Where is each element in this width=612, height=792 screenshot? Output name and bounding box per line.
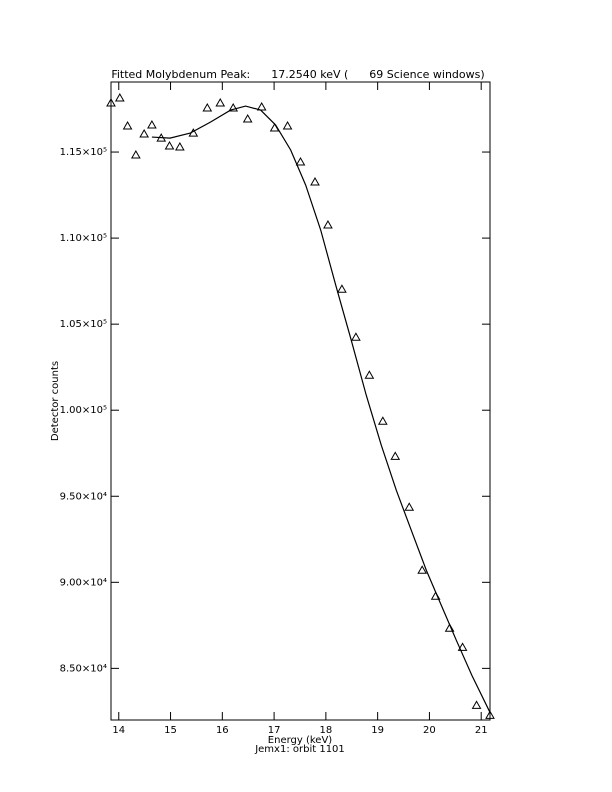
data-point	[351, 332, 361, 341]
y-tick-label: 9.50×10⁴	[60, 491, 107, 502]
data-point	[164, 141, 175, 150]
x-tick-label: 14	[112, 725, 125, 736]
data-point	[310, 176, 320, 186]
data-point	[364, 370, 375, 379]
data-point	[457, 642, 468, 651]
data-point	[485, 710, 495, 719]
data-point	[256, 101, 267, 111]
x-tick-label: 17	[268, 725, 281, 736]
data-point	[139, 128, 149, 138]
x-tick-label: 20	[423, 725, 436, 736]
data-point	[228, 102, 239, 112]
subtitle: Jemx1: orbit 1101	[254, 744, 345, 755]
data-point	[147, 120, 157, 129]
data-point	[282, 121, 293, 130]
data-point	[444, 623, 455, 632]
data-point	[390, 451, 401, 460]
data-point	[202, 102, 213, 112]
x-tick-label: 19	[371, 725, 384, 736]
x-tick-label: 15	[164, 725, 177, 736]
data-point	[404, 502, 415, 511]
data-point	[417, 565, 428, 574]
x-axis-label: Energy (keV)	[268, 735, 333, 746]
fit-line	[151, 105, 491, 713]
y-axis-label: Detector counts	[50, 361, 61, 441]
x-tick-label: 18	[320, 725, 333, 736]
y-tick-label: 1.10×10⁵	[60, 233, 107, 244]
data-point	[242, 113, 253, 123]
y-tick-label: 8.50×10⁴	[60, 663, 107, 674]
plot-frame	[110, 81, 491, 721]
y-tick-label: 1.05×10⁵	[60, 319, 107, 330]
chart-title: Fitted Molybdenum Peak: 17.2540 keV ( 69…	[111, 68, 484, 81]
data-point	[114, 92, 125, 102]
y-tick-label: 9.00×10⁴	[60, 577, 107, 588]
y-tick-label: 1.00×10⁵	[60, 405, 107, 416]
data-point	[337, 284, 347, 293]
data-point	[175, 142, 185, 151]
x-tick-label: 16	[216, 725, 229, 736]
data-point	[215, 97, 226, 107]
data-point	[377, 416, 388, 425]
x-tick-label: 21	[475, 725, 488, 736]
data-point	[130, 149, 141, 159]
data-point	[295, 157, 306, 166]
data-point	[323, 220, 333, 229]
data-point	[106, 97, 116, 107]
data-point	[122, 121, 133, 130]
y-tick-label: 1.15×10⁵	[60, 147, 107, 158]
data-point	[471, 700, 482, 709]
